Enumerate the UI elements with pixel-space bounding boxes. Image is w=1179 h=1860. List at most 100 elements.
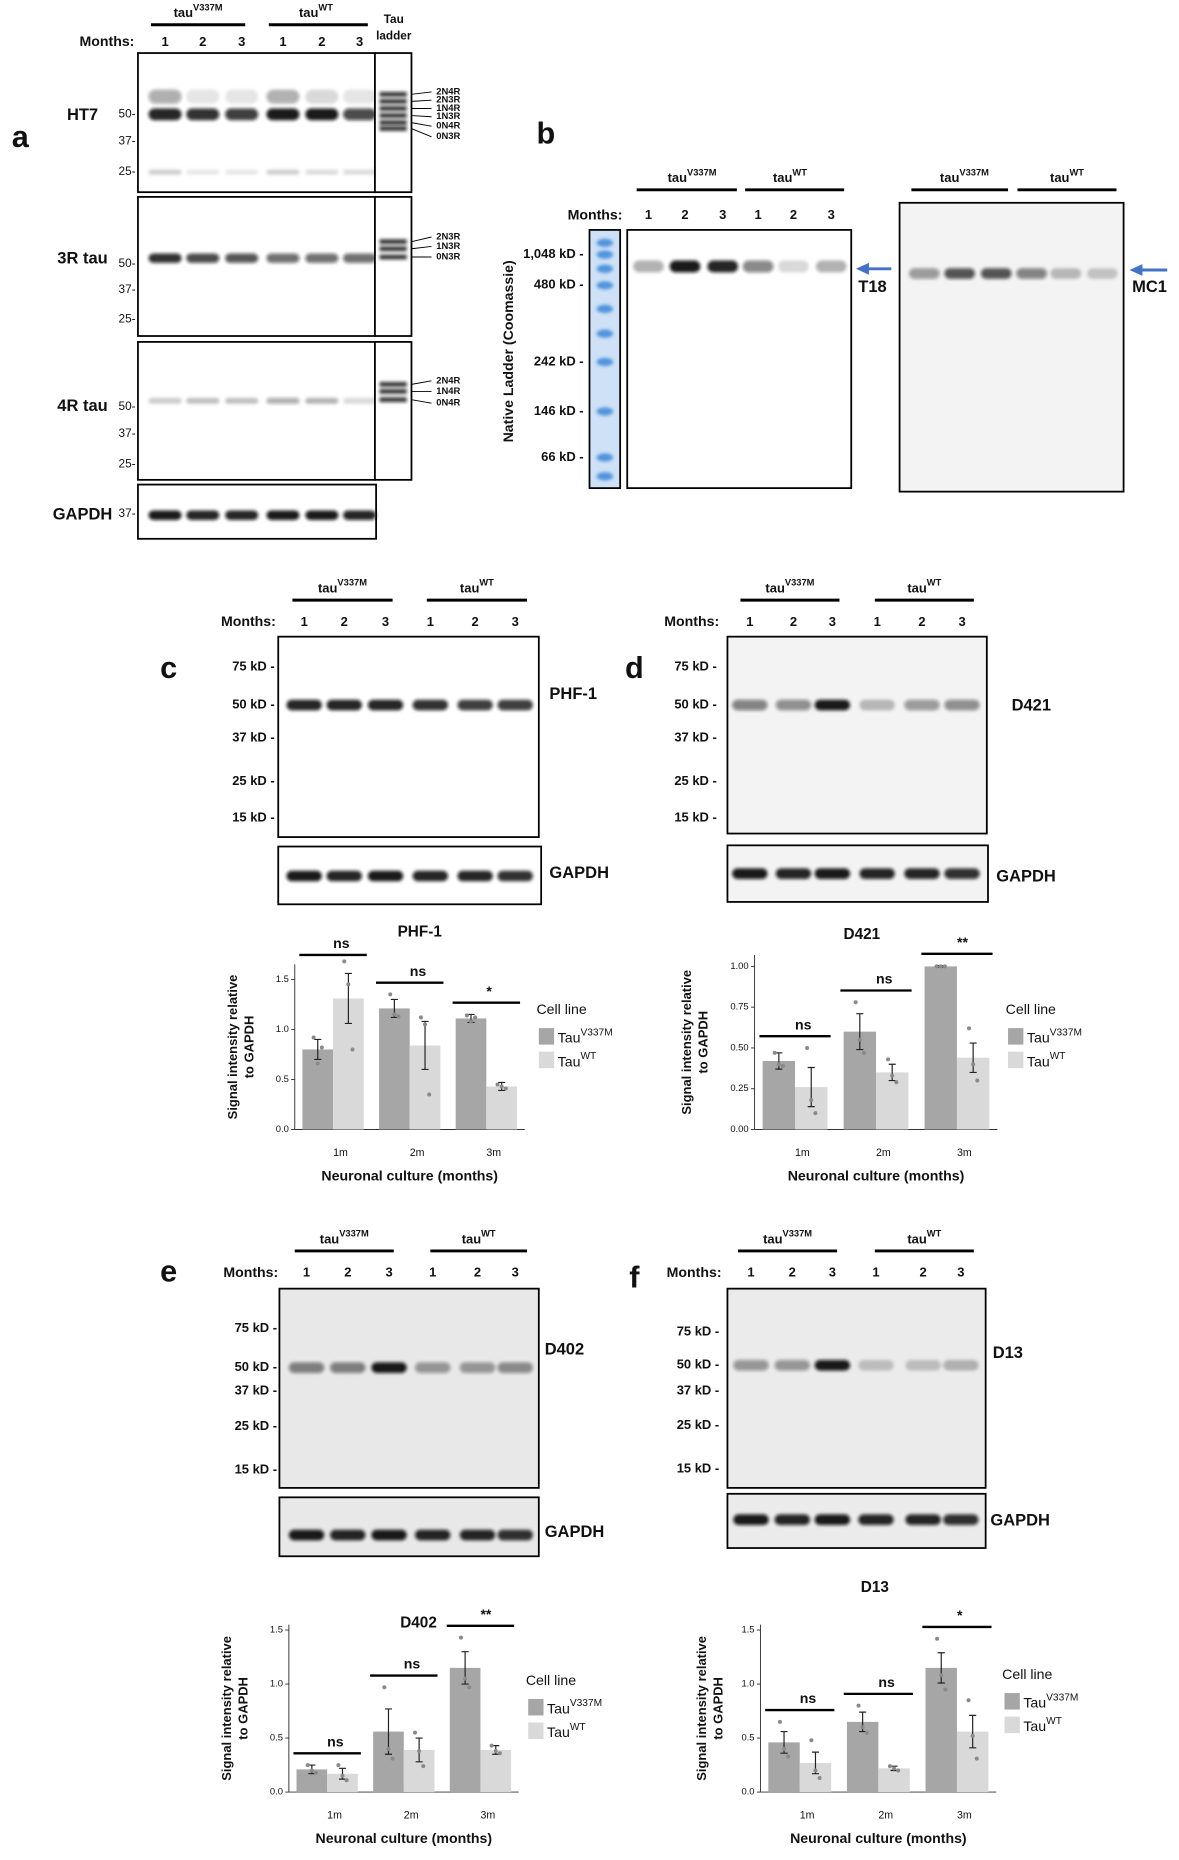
- month: 3: [356, 34, 363, 49]
- data-point: [463, 1676, 468, 1681]
- data-point: [382, 1685, 387, 1690]
- band: [343, 169, 377, 175]
- y-axis-label: Signal intensity relative: [225, 975, 240, 1120]
- band: [459, 1362, 496, 1373]
- isoform-pointer: [411, 128, 432, 138]
- isoform-label: 0N4R: [436, 397, 460, 408]
- data-point: [809, 1098, 814, 1103]
- isoform-label: 1N4R: [436, 385, 460, 396]
- y-axis-label: to GAPDH: [241, 1016, 256, 1079]
- band: [225, 253, 259, 263]
- data-point: [392, 1012, 397, 1017]
- group-label-sup: WT: [792, 168, 807, 178]
- data-point: [418, 1015, 423, 1020]
- band: [858, 1359, 894, 1371]
- legend-title: Cell line: [526, 1672, 576, 1688]
- significance-label: ns: [800, 1690, 817, 1706]
- error-bar: [421, 1020, 429, 1071]
- data-point: [464, 1013, 469, 1018]
- marker-label: 25-: [119, 165, 136, 178]
- data-point: [777, 1719, 782, 1724]
- y-tick-label: 1.5: [741, 1624, 754, 1635]
- significance-label: *: [957, 1607, 963, 1623]
- band: [186, 397, 220, 404]
- legend-label: TauWT: [1027, 1051, 1066, 1069]
- band: [326, 870, 362, 882]
- group-label-base: tau: [320, 1232, 340, 1247]
- y-axis-label: to GAPDH: [711, 1677, 726, 1740]
- band: [412, 699, 449, 711]
- months-label: Months:: [664, 613, 719, 629]
- group-label-sup: V337M: [337, 578, 367, 588]
- marker-label: 25 kD -: [677, 1417, 719, 1432]
- data-point: [853, 1000, 858, 1005]
- marker-label: 37-: [119, 427, 136, 440]
- antibody-label: T18: [858, 278, 886, 296]
- ladder-band: [596, 238, 614, 248]
- antibody-label: PHF-1: [549, 685, 597, 703]
- data-point: [305, 1763, 310, 1768]
- panel-letter: a: [12, 120, 30, 154]
- marker-label: 50-: [119, 400, 136, 413]
- group-label-base: tau: [318, 581, 338, 596]
- band: [148, 89, 182, 104]
- ladder-band: [379, 381, 407, 387]
- data-point: [780, 1063, 785, 1068]
- month: 1: [303, 1265, 310, 1280]
- group-label-sup: WT: [481, 1229, 496, 1239]
- bar: [925, 1667, 957, 1793]
- isoform-label: 2N3R: [436, 230, 460, 241]
- data-point: [943, 1687, 948, 1692]
- marker-label: 25 kD -: [235, 1418, 277, 1433]
- antibody-label: D421: [1012, 697, 1051, 715]
- data-point: [344, 1778, 349, 1783]
- data-point: [309, 1768, 314, 1773]
- chart-title: D402: [400, 1615, 437, 1632]
- bar: [296, 1769, 328, 1793]
- month: 1: [746, 614, 753, 629]
- group-label: tauWT: [1050, 168, 1084, 186]
- x-axis-label: Neuronal culture (months): [790, 1830, 967, 1846]
- bar: [480, 1749, 512, 1793]
- band: [980, 268, 1012, 279]
- band: [814, 1514, 851, 1526]
- group-label: tauV337M: [668, 168, 717, 186]
- legend-label: TauV337M: [1023, 1692, 1078, 1710]
- data-point: [896, 1768, 901, 1773]
- band: [457, 699, 493, 711]
- significance-label: ns: [404, 1656, 421, 1672]
- blot: [726, 1492, 987, 1549]
- band: [330, 1362, 366, 1373]
- band: [305, 253, 339, 263]
- month: 3: [829, 1265, 836, 1280]
- y-tick-label: 0.75: [730, 1001, 748, 1012]
- blot: [726, 1287, 987, 1489]
- error-bar: [344, 972, 352, 1025]
- legend-swatch: [1004, 1693, 1020, 1710]
- band: [225, 169, 259, 175]
- marker-label: 37 kD -: [677, 1383, 719, 1398]
- data-point: [966, 1698, 971, 1703]
- legend-label: TauV337M: [558, 1027, 613, 1045]
- marker-label: 25 kD -: [674, 773, 716, 788]
- month: 1: [301, 614, 308, 629]
- bar: [327, 1773, 358, 1793]
- month: 2: [318, 34, 325, 49]
- significance-label: ns: [327, 1733, 344, 1749]
- isoform-label: 1N4R: [436, 102, 460, 113]
- legend-title: Cell line: [1006, 1001, 1056, 1017]
- y-tick-label: 0.0: [741, 1786, 754, 1797]
- legend-label: TauWT: [1023, 1716, 1062, 1734]
- data-point: [890, 1073, 895, 1078]
- isoform-label: 1N3R: [436, 240, 460, 251]
- month: 3: [382, 614, 389, 629]
- marker-label: 37-: [119, 283, 136, 296]
- month: 3: [828, 207, 835, 222]
- loading-control-label: GAPDH: [996, 868, 1056, 886]
- significance-label: **: [957, 934, 968, 950]
- band: [266, 397, 300, 404]
- data-point: [970, 1733, 975, 1738]
- group-label-base: tau: [668, 171, 688, 186]
- marker-label: 15 kD -: [674, 810, 716, 825]
- band: [733, 1514, 769, 1526]
